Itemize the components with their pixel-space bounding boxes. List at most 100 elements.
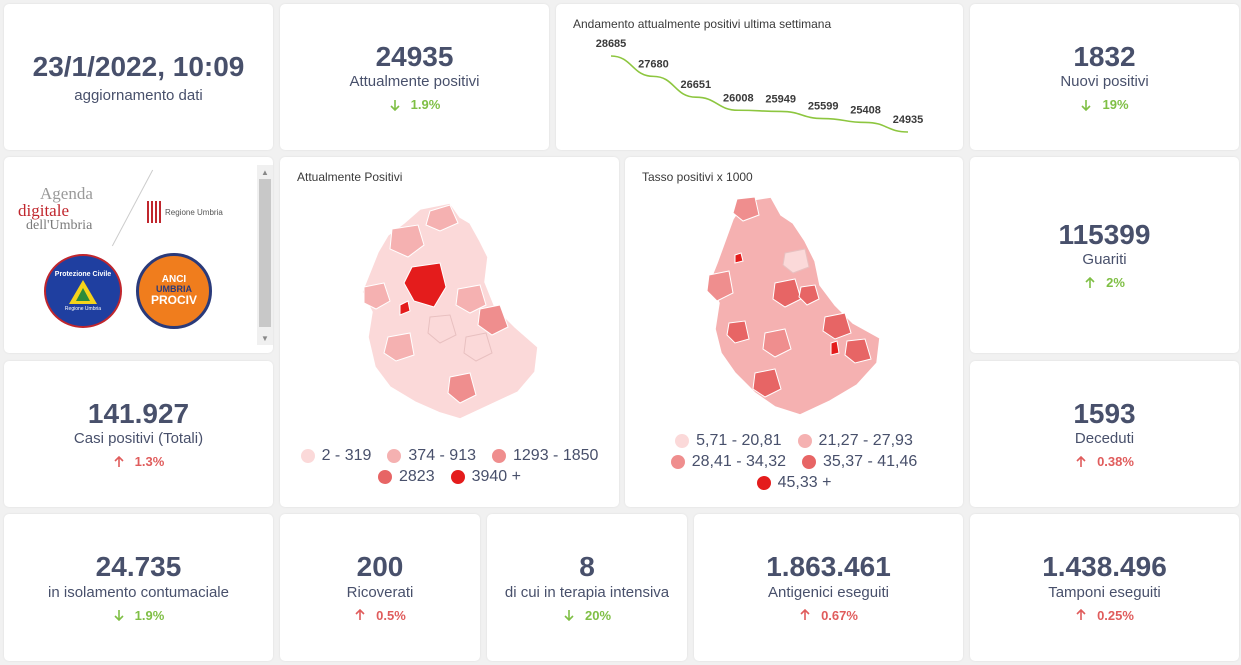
casi-totali-value: 141.927 — [87, 397, 190, 429]
legend-label: 21,27 - 27,93 — [818, 432, 913, 449]
isolamento-delta: 1.9% — [113, 607, 165, 623]
antigenici-value: 1.863.461 — [766, 551, 891, 583]
deceduti-delta: 0.38% — [1075, 454, 1134, 469]
legend-item: 35,37 - 41,46 — [802, 453, 917, 471]
scroll-down-icon[interactable]: ▼ — [261, 333, 269, 343]
sparkline-title: Andamento attualmente positivi ultima se… — [573, 17, 832, 31]
ricoverati-value: 200 — [356, 551, 404, 583]
isolamento-delta-value: 1.9% — [134, 607, 165, 623]
regione-label: Regione Umbria — [165, 207, 223, 217]
nuovi-positivi-card: 1832 Nuovi positivi 19% — [970, 4, 1239, 150]
deceduti-value: 1593 — [1073, 397, 1136, 429]
ricoverati-label: Ricoverati — [346, 583, 414, 601]
nuovi-positivi-label: Nuovi positivi — [1060, 73, 1149, 91]
scroll-thumb[interactable] — [259, 179, 271, 327]
anci-line1: ANCI — [161, 273, 187, 285]
isolamento-value: 24.735 — [95, 551, 182, 583]
sparkline-data-label: 24935 — [893, 114, 924, 126]
tamponi-label: Tamponi eseguiti — [1048, 583, 1161, 601]
tamponi-card: 1.438.496 Tamponi eseguiti 0.25% — [970, 514, 1239, 661]
logos-card: Agenda digitale dell'Umbria Regione Umbr… — [4, 157, 273, 353]
sparkline-data-label: 25599 — [808, 101, 839, 113]
antigenici-delta: 0.67% — [799, 608, 858, 623]
logos-scrollbar[interactable]: ▲ ▼ — [257, 165, 273, 345]
legend-swatch — [450, 470, 465, 484]
attualmente-positivi-label: Attualmente positivi — [349, 73, 480, 91]
guariti-delta: 2% — [1084, 275, 1125, 290]
isolamento-label: in isolamento contumaciale — [48, 583, 229, 601]
ricoverati-card: 200 Ricoverati 0.5% — [280, 514, 480, 661]
protezione-label: Protezione Civile — [54, 270, 112, 278]
attualmente-positivi-card: 24935 Attualmente positivi 1.9% — [280, 4, 549, 150]
casi-totali-delta: 1.3% — [113, 454, 165, 470]
casi-totali-label: Casi positivi (Totali) — [73, 430, 204, 448]
arrow-up-icon — [800, 609, 810, 621]
anci-umbria-logo: ANCI UMBRIA PROCIV — [136, 253, 212, 329]
agenda-digitale-logo: Agenda digitale dell'Umbria — [18, 185, 118, 233]
legend-swatch — [797, 434, 812, 448]
umbria-positivi-map[interactable] — [280, 197, 619, 427]
terapia-value: 8 — [579, 551, 595, 583]
arrow-up-icon — [355, 609, 365, 621]
arrow-up-icon — [114, 455, 124, 467]
arrow-down-icon — [114, 610, 124, 622]
legend-swatch — [802, 455, 816, 469]
terapia-delta-value: 20% — [584, 607, 612, 623]
casi-totali-card: 141.927 Casi positivi (Totali) 1.3% — [4, 361, 273, 507]
agenda-line3: dell'Umbria — [26, 218, 93, 233]
legend-label: 2823 — [399, 468, 435, 485]
attualmente-positivi-delta: 1.9% — [389, 97, 441, 113]
ricoverati-delta-value: 0.5% — [376, 607, 406, 623]
legend-item: 374 - 913 — [387, 447, 476, 465]
deceduti-card: 1593 Deceduti 0.38% — [970, 361, 1239, 507]
legend-item: 2 - 319 — [300, 447, 372, 465]
terapia-delta: 20% — [563, 608, 611, 623]
update-label: aggiornamento dati — [74, 86, 203, 104]
guariti-label: Guariti — [1082, 251, 1127, 269]
casi-totali-delta-value: 1.3% — [134, 454, 165, 470]
legend-swatch — [378, 470, 392, 484]
legend-item: 3940 + — [450, 468, 521, 486]
sparkline-data-label: 25949 — [765, 93, 796, 105]
attualmente-positivi-value: 24935 — [375, 40, 454, 72]
arrow-up-icon — [1076, 455, 1086, 467]
anci-line3: PROCIV — [150, 292, 197, 307]
deceduti-delta-value: 0.38% — [1097, 454, 1134, 470]
guariti-value: 115399 — [1058, 218, 1151, 250]
terapia-label: di cui in terapia intensiva — [504, 583, 670, 601]
legend-item: 45,33 + — [756, 474, 832, 492]
tamponi-delta-value: 0.25% — [1097, 607, 1134, 623]
legend-swatch — [675, 434, 690, 448]
antigenici-delta-value: 0.67% — [821, 607, 858, 623]
sparkline-data-label: 26651 — [681, 79, 712, 91]
nuovi-positivi-delta: 19% — [1080, 97, 1129, 112]
protezione-sublabel: Regione Umbria — [64, 305, 102, 312]
legend-item: 28,41 - 34,32 — [670, 453, 786, 471]
map-positivi-title: Attualmente Positivi — [297, 170, 403, 184]
legend-label: 2 - 319 — [321, 447, 372, 464]
scroll-up-icon[interactable]: ▲ — [261, 167, 269, 177]
arrow-down-icon — [390, 99, 400, 111]
update-datetime: 23/1/2022, 10:09 — [32, 50, 245, 82]
guariti-delta-value: 2% — [1106, 275, 1125, 291]
map-positivi-legend: 2 - 319 374 - 913 1293 - 1850 2823 3940 … — [290, 447, 609, 486]
legend-swatch — [492, 449, 506, 463]
sparkline-series-line — [610, 55, 909, 133]
legend-label: 28,41 - 34,32 — [691, 453, 786, 470]
anci-line2: UMBRIA — [156, 283, 192, 294]
umbria-tasso-map[interactable] — [625, 193, 963, 423]
sparkline-data-label: 26008 — [723, 92, 754, 104]
legend-label: 45,33 + — [777, 474, 832, 491]
protezione-triangle-icon — [69, 279, 97, 304]
legend-swatch — [300, 449, 315, 463]
update-card: 23/1/2022, 10:09 aggiornamento dati — [4, 4, 273, 150]
sparkline-data-label: 27680 — [638, 58, 669, 70]
legend-item: 21,27 - 27,93 — [797, 432, 913, 450]
regione-emblem-icon — [147, 201, 161, 223]
ricoverati-delta: 0.5% — [354, 608, 406, 623]
legend-label: 1293 - 1850 — [513, 447, 599, 464]
legend-swatch — [756, 476, 771, 490]
deceduti-label: Deceduti — [1074, 430, 1135, 448]
sparkline-data-label: 28685 — [596, 38, 627, 50]
attualmente-positivi-delta-value: 1.9% — [410, 97, 441, 113]
